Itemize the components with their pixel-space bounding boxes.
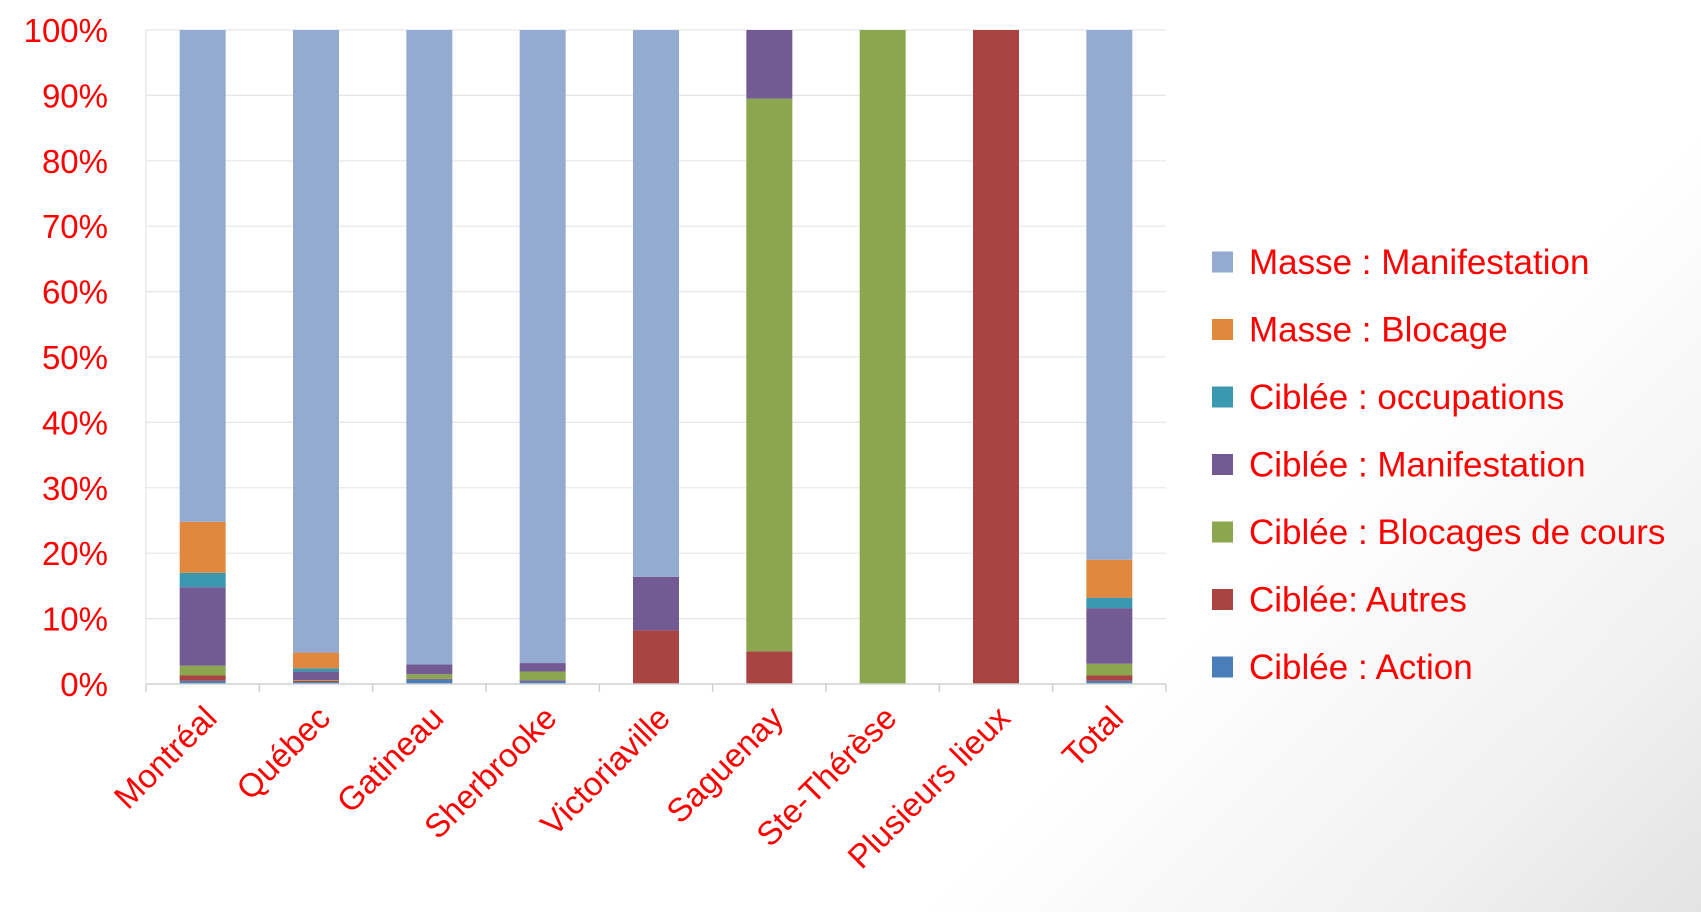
bar-segment — [633, 576, 679, 631]
bar-segment — [293, 682, 339, 684]
bar-segment — [633, 630, 679, 684]
bars — [179, 30, 1133, 684]
legend-item: Ciblée : Manifestation — [1212, 446, 1586, 485]
bar-segment — [406, 664, 453, 675]
legend-swatch — [1212, 319, 1233, 340]
legend-label: Ciblée : Manifestation — [1249, 446, 1586, 485]
y-tick-label: 50% — [42, 339, 108, 376]
y-tick-label: 70% — [42, 208, 108, 245]
bar-segment — [746, 98, 793, 652]
y-tick-label: 0% — [60, 666, 108, 703]
legend-item: Masse : Manifestation — [1212, 243, 1589, 282]
bar-segment — [293, 680, 339, 683]
legend-label: Ciblée : occupations — [1249, 378, 1564, 417]
legend-swatch — [1212, 656, 1233, 678]
bar-segment — [293, 30, 339, 653]
legend-item: Masse : Blocage — [1212, 311, 1508, 350]
bar-segment — [406, 30, 453, 665]
bar-segment — [519, 680, 566, 684]
legend-label: Ciblée : Action — [1249, 648, 1473, 687]
legend-swatch — [1212, 589, 1233, 610]
legend-label: Masse : Manifestation — [1249, 243, 1589, 282]
bar-segment — [406, 678, 453, 680]
bar-segment — [293, 652, 339, 669]
y-tick-label: 20% — [42, 535, 108, 572]
bar-segment — [179, 587, 226, 666]
legend-swatch — [1212, 521, 1233, 543]
bar-segment — [519, 30, 566, 664]
bar-segment — [406, 674, 453, 679]
legend-item: Ciblée : Blocages de cours — [1212, 513, 1665, 552]
bar-segment — [179, 572, 226, 588]
bar-segment — [1086, 597, 1133, 609]
bar-segment — [1086, 608, 1133, 664]
legend-label: Ciblée : Blocages de cours — [1249, 513, 1665, 552]
bar-segment — [179, 675, 226, 681]
bar-segment — [1086, 663, 1133, 676]
y-tick-label: 80% — [42, 143, 108, 180]
bar-segment — [179, 521, 226, 573]
legend-item: Ciblée: Autres — [1212, 581, 1467, 620]
bar-segment — [293, 680, 339, 681]
legend: Masse : Manifestation Masse : Blocage Cibl… — [1212, 243, 1665, 687]
y-tick-label: 100% — [24, 12, 108, 49]
legend-swatch — [1212, 251, 1233, 273]
bar-segment — [1086, 675, 1133, 681]
bar-segment — [406, 679, 453, 684]
legend-item: Ciblée : occupations — [1212, 378, 1564, 417]
bar-segment — [1086, 680, 1133, 684]
legend-label: Ciblée: Autres — [1249, 581, 1467, 620]
bar-segment — [519, 680, 566, 681]
bar-segment — [293, 671, 339, 681]
x-tick-label: Montréal — [107, 699, 224, 816]
y-tick-label: 10% — [42, 601, 108, 638]
x-tick-label: Gatineau — [329, 699, 450, 820]
y-tick-label: 40% — [42, 404, 108, 441]
bar-segment — [746, 651, 793, 684]
legend-swatch — [1212, 386, 1233, 408]
bar-segment — [179, 30, 226, 522]
y-tick-label: 60% — [42, 274, 108, 311]
bar-segment — [746, 30, 793, 99]
bar-segment — [859, 30, 906, 684]
y-axis: 0% 10% 20% 30% 40% 50% 60% 70% 80% 90% 100% — [24, 12, 108, 703]
x-tick-label: Québec — [229, 699, 337, 807]
legend-item: Ciblée : Action — [1212, 648, 1473, 687]
y-tick-label: 90% — [42, 77, 108, 114]
bar-segment — [519, 671, 566, 681]
bar-segment — [633, 30, 679, 577]
legend-label: Masse : Blocage — [1249, 311, 1508, 350]
legend-swatch — [1212, 454, 1233, 475]
bar-segment — [293, 668, 339, 672]
x-tick-label: Total — [1055, 699, 1130, 774]
bar-segment — [1086, 559, 1133, 598]
y-tick-label: 30% — [42, 470, 108, 507]
bar-segment — [1086, 30, 1133, 560]
bar-segment — [179, 665, 226, 676]
bar-segment — [179, 680, 226, 684]
bar-segment — [519, 663, 566, 672]
bar-segment — [973, 30, 1019, 684]
